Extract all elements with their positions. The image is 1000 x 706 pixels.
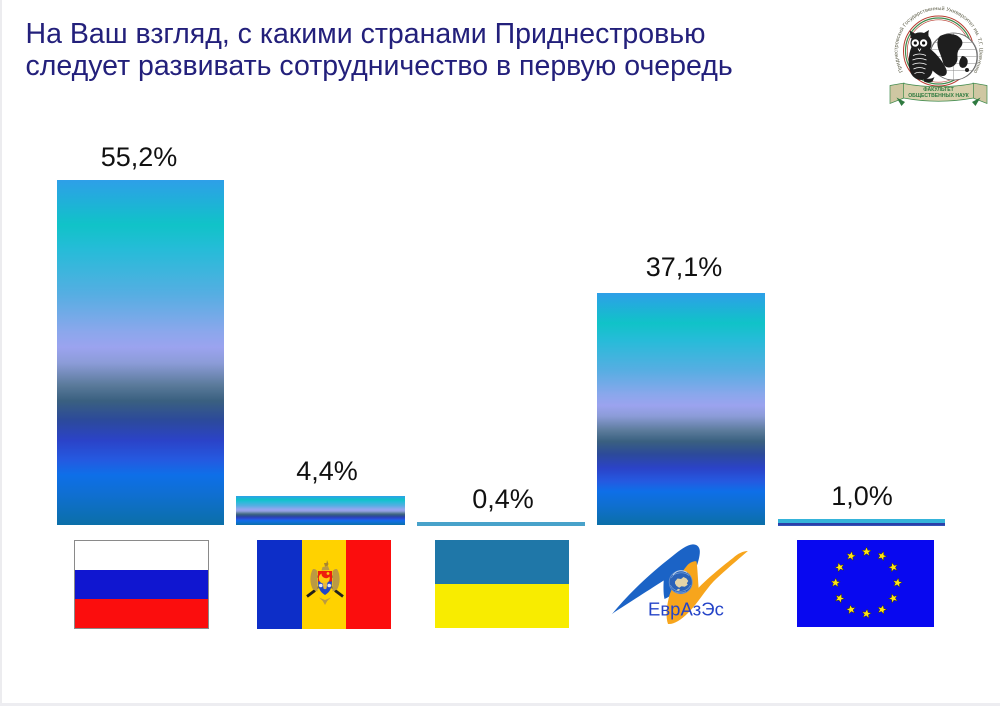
svg-text:ФАКУЛЬТЕТ: ФАКУЛЬТЕТ	[923, 87, 954, 93]
svg-text:ОБЩЕСТВЕННЫХ НАУК: ОБЩЕСТВЕННЫХ НАУК	[908, 93, 969, 99]
svg-text:ЕврАзЭс: ЕврАзЭс	[648, 599, 724, 620]
